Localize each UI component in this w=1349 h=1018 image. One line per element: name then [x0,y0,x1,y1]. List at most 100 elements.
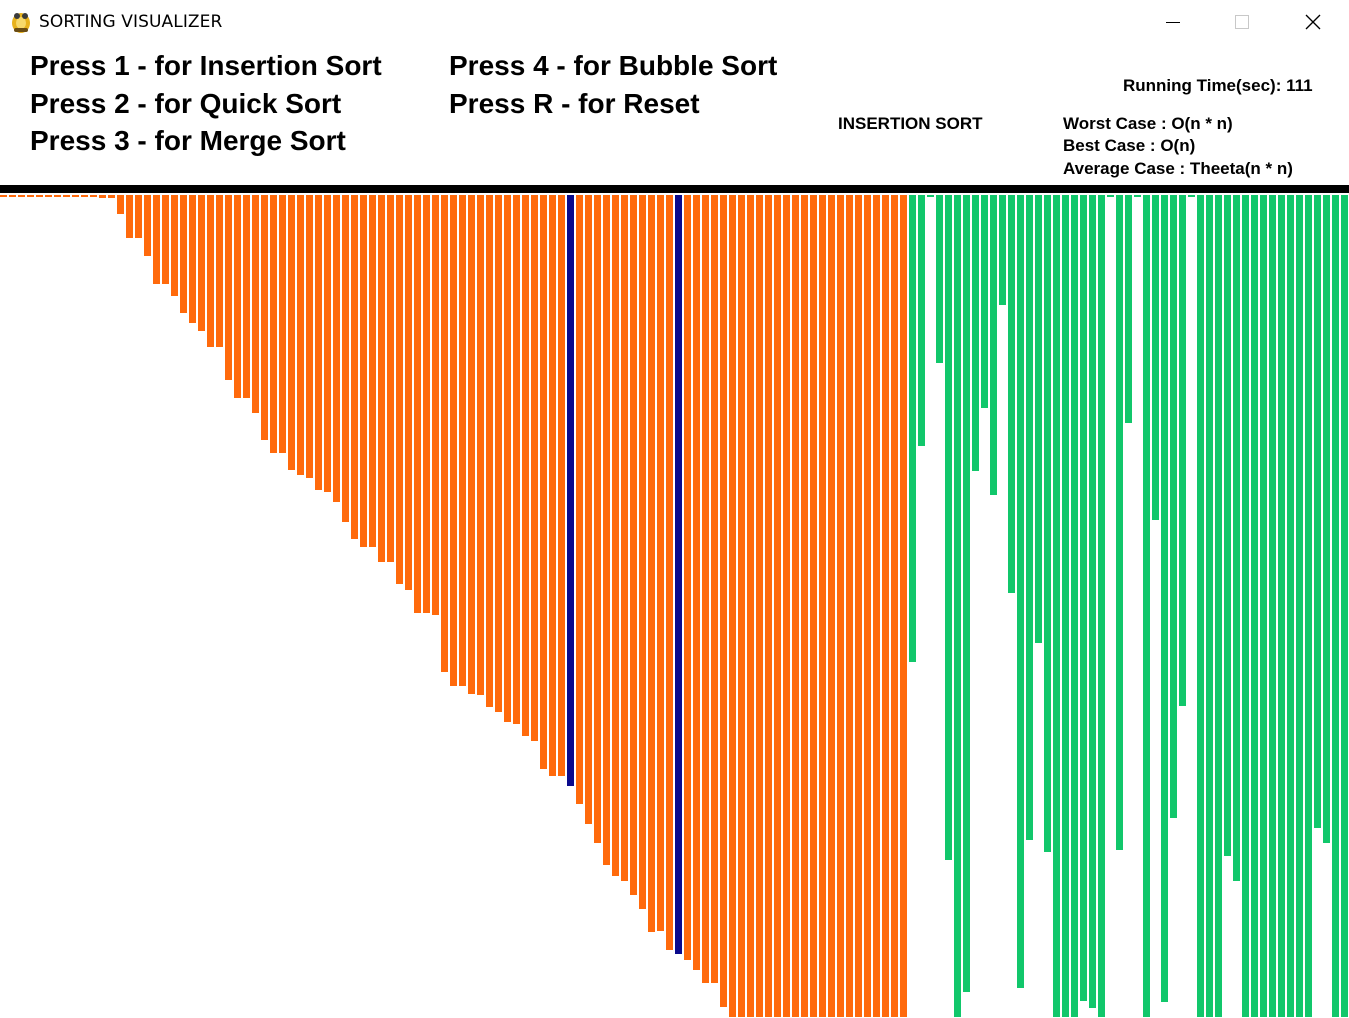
sorted-bar [765,195,772,1017]
sorted-bar [351,195,358,539]
sorted-bar [279,195,286,453]
sorted-bar [198,195,205,331]
sorted-bar [864,195,871,1017]
unsorted-bar [954,195,961,1017]
sorted-bar [180,195,187,313]
maximize-icon [1235,15,1249,29]
sorted-bar [270,195,277,453]
sorted-bar [756,195,763,1017]
instruction-reset: Press R - for Reset [449,88,700,119]
active-bar [567,195,574,786]
sorted-bar [117,195,124,214]
sorted-bar [234,195,241,398]
unsorted-bar [1116,195,1123,850]
running-time: Running Time(sec): 111 [1123,76,1313,95]
sorted-bar [468,195,475,694]
unsorted-bar [1044,195,1051,852]
sorted-bar [837,195,844,1017]
sorted-bar [702,195,709,983]
unsorted-bar [1287,195,1294,1017]
sorted-bar [207,195,214,347]
unsorted-bar [1332,195,1339,1017]
sorted-bar [801,195,808,1017]
average-case-complexity: Average Case : Theeta(n * n) [1063,159,1293,178]
sorted-bar [630,195,637,895]
sorted-bar [873,195,880,1017]
sorted-bar [324,195,331,492]
sorted-bar [486,195,493,707]
sorted-bar [405,195,412,590]
sorted-bar [108,195,115,198]
sorted-bar [0,195,7,197]
sorted-bar [441,195,448,672]
unsorted-bar [1080,195,1087,1001]
instruction-insertion-sort: Press 1 - for Insertion Sort [30,50,382,81]
close-button[interactable] [1290,0,1336,44]
sorted-bar [144,195,151,256]
unsorted-bar [1008,195,1015,593]
sorted-bar [522,195,529,736]
sorted-bar [171,195,178,296]
sorted-bar [621,195,628,881]
instruction-quick-sort: Press 2 - for Quick Sort [30,88,342,119]
sorted-bar [603,195,610,865]
close-icon [1305,14,1321,30]
sorted-bar [450,195,457,686]
sorted-bar [711,195,718,983]
sorted-bar [819,195,826,1017]
sorted-bar [261,195,268,440]
unsorted-bar [1278,195,1285,1017]
sorted-bar [846,195,853,1017]
sorted-bar [792,195,799,1017]
unsorted-bar [963,195,970,992]
unsorted-bar [1152,195,1159,520]
sorted-bar [252,195,259,413]
unsorted-bar [927,195,934,197]
sorted-bar [72,195,79,197]
sorted-bar [432,195,439,615]
sorted-bar [63,195,70,197]
sorted-bar [774,195,781,1017]
sorted-bar [423,195,430,613]
sorted-bar [126,195,133,238]
unsorted-bar [1089,195,1096,1008]
minimize-button[interactable] [1150,0,1196,44]
sorted-bar [342,195,349,522]
unsorted-bar [1260,195,1267,1017]
unsorted-bar [1269,195,1276,1017]
maximize-button[interactable] [1219,0,1265,44]
sorted-bar [45,195,52,197]
sorted-bar [36,195,43,197]
sorted-bar [648,195,655,932]
title-bar: SORTING VISUALIZER [0,0,1349,44]
unsorted-bar [1242,195,1249,1017]
sorted-bar [477,195,484,695]
unsorted-bar [1107,195,1114,197]
unsorted-bar [999,195,1006,305]
unsorted-bar [1233,195,1240,881]
unsorted-bar [1215,195,1222,1017]
unsorted-bar [1035,195,1042,643]
sorted-bar [306,195,313,478]
sorted-bar [315,195,322,490]
sorted-bar [549,195,556,776]
unsorted-bar [1224,195,1231,856]
sorted-bar [54,195,61,197]
sorted-bar [738,195,745,1017]
sorted-bar [504,195,511,722]
sorted-bar [18,195,25,197]
unsorted-bar [1143,195,1150,1017]
unsorted-bar [1161,195,1168,1002]
sorted-bar [9,195,16,197]
instruction-bubble-sort: Press 4 - for Bubble Sort [449,50,778,81]
sorted-bar [369,195,376,547]
unsorted-bar [945,195,952,860]
algorithm-name: INSERTION SORT [838,114,983,133]
worst-case-complexity: Worst Case : O(n * n) [1063,114,1233,133]
sorted-bar [396,195,403,584]
sorted-bar [639,195,646,909]
sorted-bar [81,195,88,197]
sorted-bar [747,195,754,1017]
sorted-bar [882,195,889,1017]
